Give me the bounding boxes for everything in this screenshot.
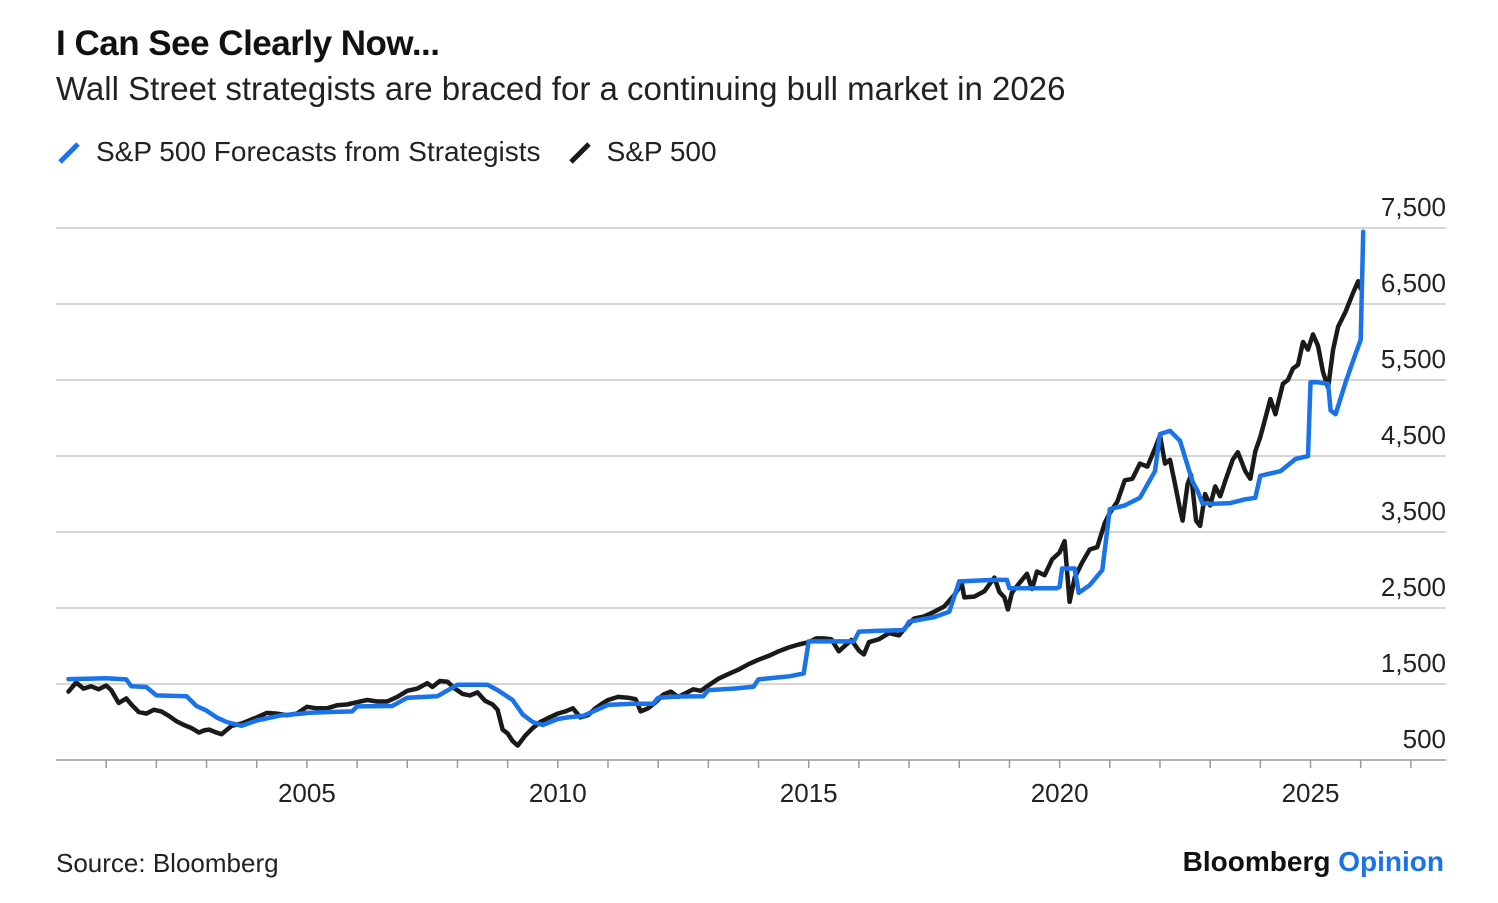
source-note: Source: Bloomberg — [56, 848, 279, 878]
x-tick-label: 2005 — [278, 778, 336, 808]
x-tick-label: 2015 — [780, 778, 838, 808]
y-tick-label: 6,500 — [1381, 268, 1446, 298]
y-tick-label: 4,500 — [1381, 420, 1446, 450]
legend-forecast-label: S&P 500 Forecasts from Strategists — [96, 136, 541, 167]
series-lines — [66, 229, 1366, 748]
y-tick-label: 5,500 — [1381, 344, 1446, 374]
brand-primary: Bloomberg — [1182, 846, 1331, 877]
grid-lines — [56, 227, 1446, 761]
x-tick-label: 2025 — [1282, 778, 1340, 808]
y-tick-label: 500 — [1403, 724, 1446, 754]
y-tick-label: 1,500 — [1381, 648, 1446, 678]
y-axis: 7,500 6,500 5,500 4,500 3,500 2,500 1,500 500 — [1381, 192, 1446, 754]
legend-sp500-swatch-icon — [568, 142, 591, 164]
x-tick-label: 2010 — [529, 778, 587, 808]
x-tick-label: 2020 — [1031, 778, 1089, 808]
y-tick-label: 7,500 — [1381, 192, 1446, 222]
legend-item-sp500: S&P 500 — [567, 136, 717, 168]
chart-title: I Can See Clearly Now... — [56, 24, 440, 63]
chart-subtitle: Wall Street strategists are braced for a… — [56, 70, 1066, 107]
series-line-forecast — [66, 229, 1366, 729]
legend-sp500-label: S&P 500 — [606, 136, 717, 167]
legend-item-forecast: S&P 500 Forecasts from Strategists — [56, 136, 541, 168]
brand-logo: Bloomberg Opinion — [1183, 846, 1444, 878]
x-axis: 2005 2010 2015 2020 2025 — [105, 760, 1412, 808]
y-tick-label: 3,500 — [1381, 496, 1446, 526]
y-tick-label: 2,500 — [1381, 572, 1446, 602]
legend-forecast-swatch-icon — [58, 142, 80, 164]
legend: S&P 500 Forecasts from Strategists S&P 5… — [56, 136, 743, 168]
series-line-sp500 — [66, 278, 1363, 748]
brand-secondary: Opinion — [1338, 846, 1444, 877]
